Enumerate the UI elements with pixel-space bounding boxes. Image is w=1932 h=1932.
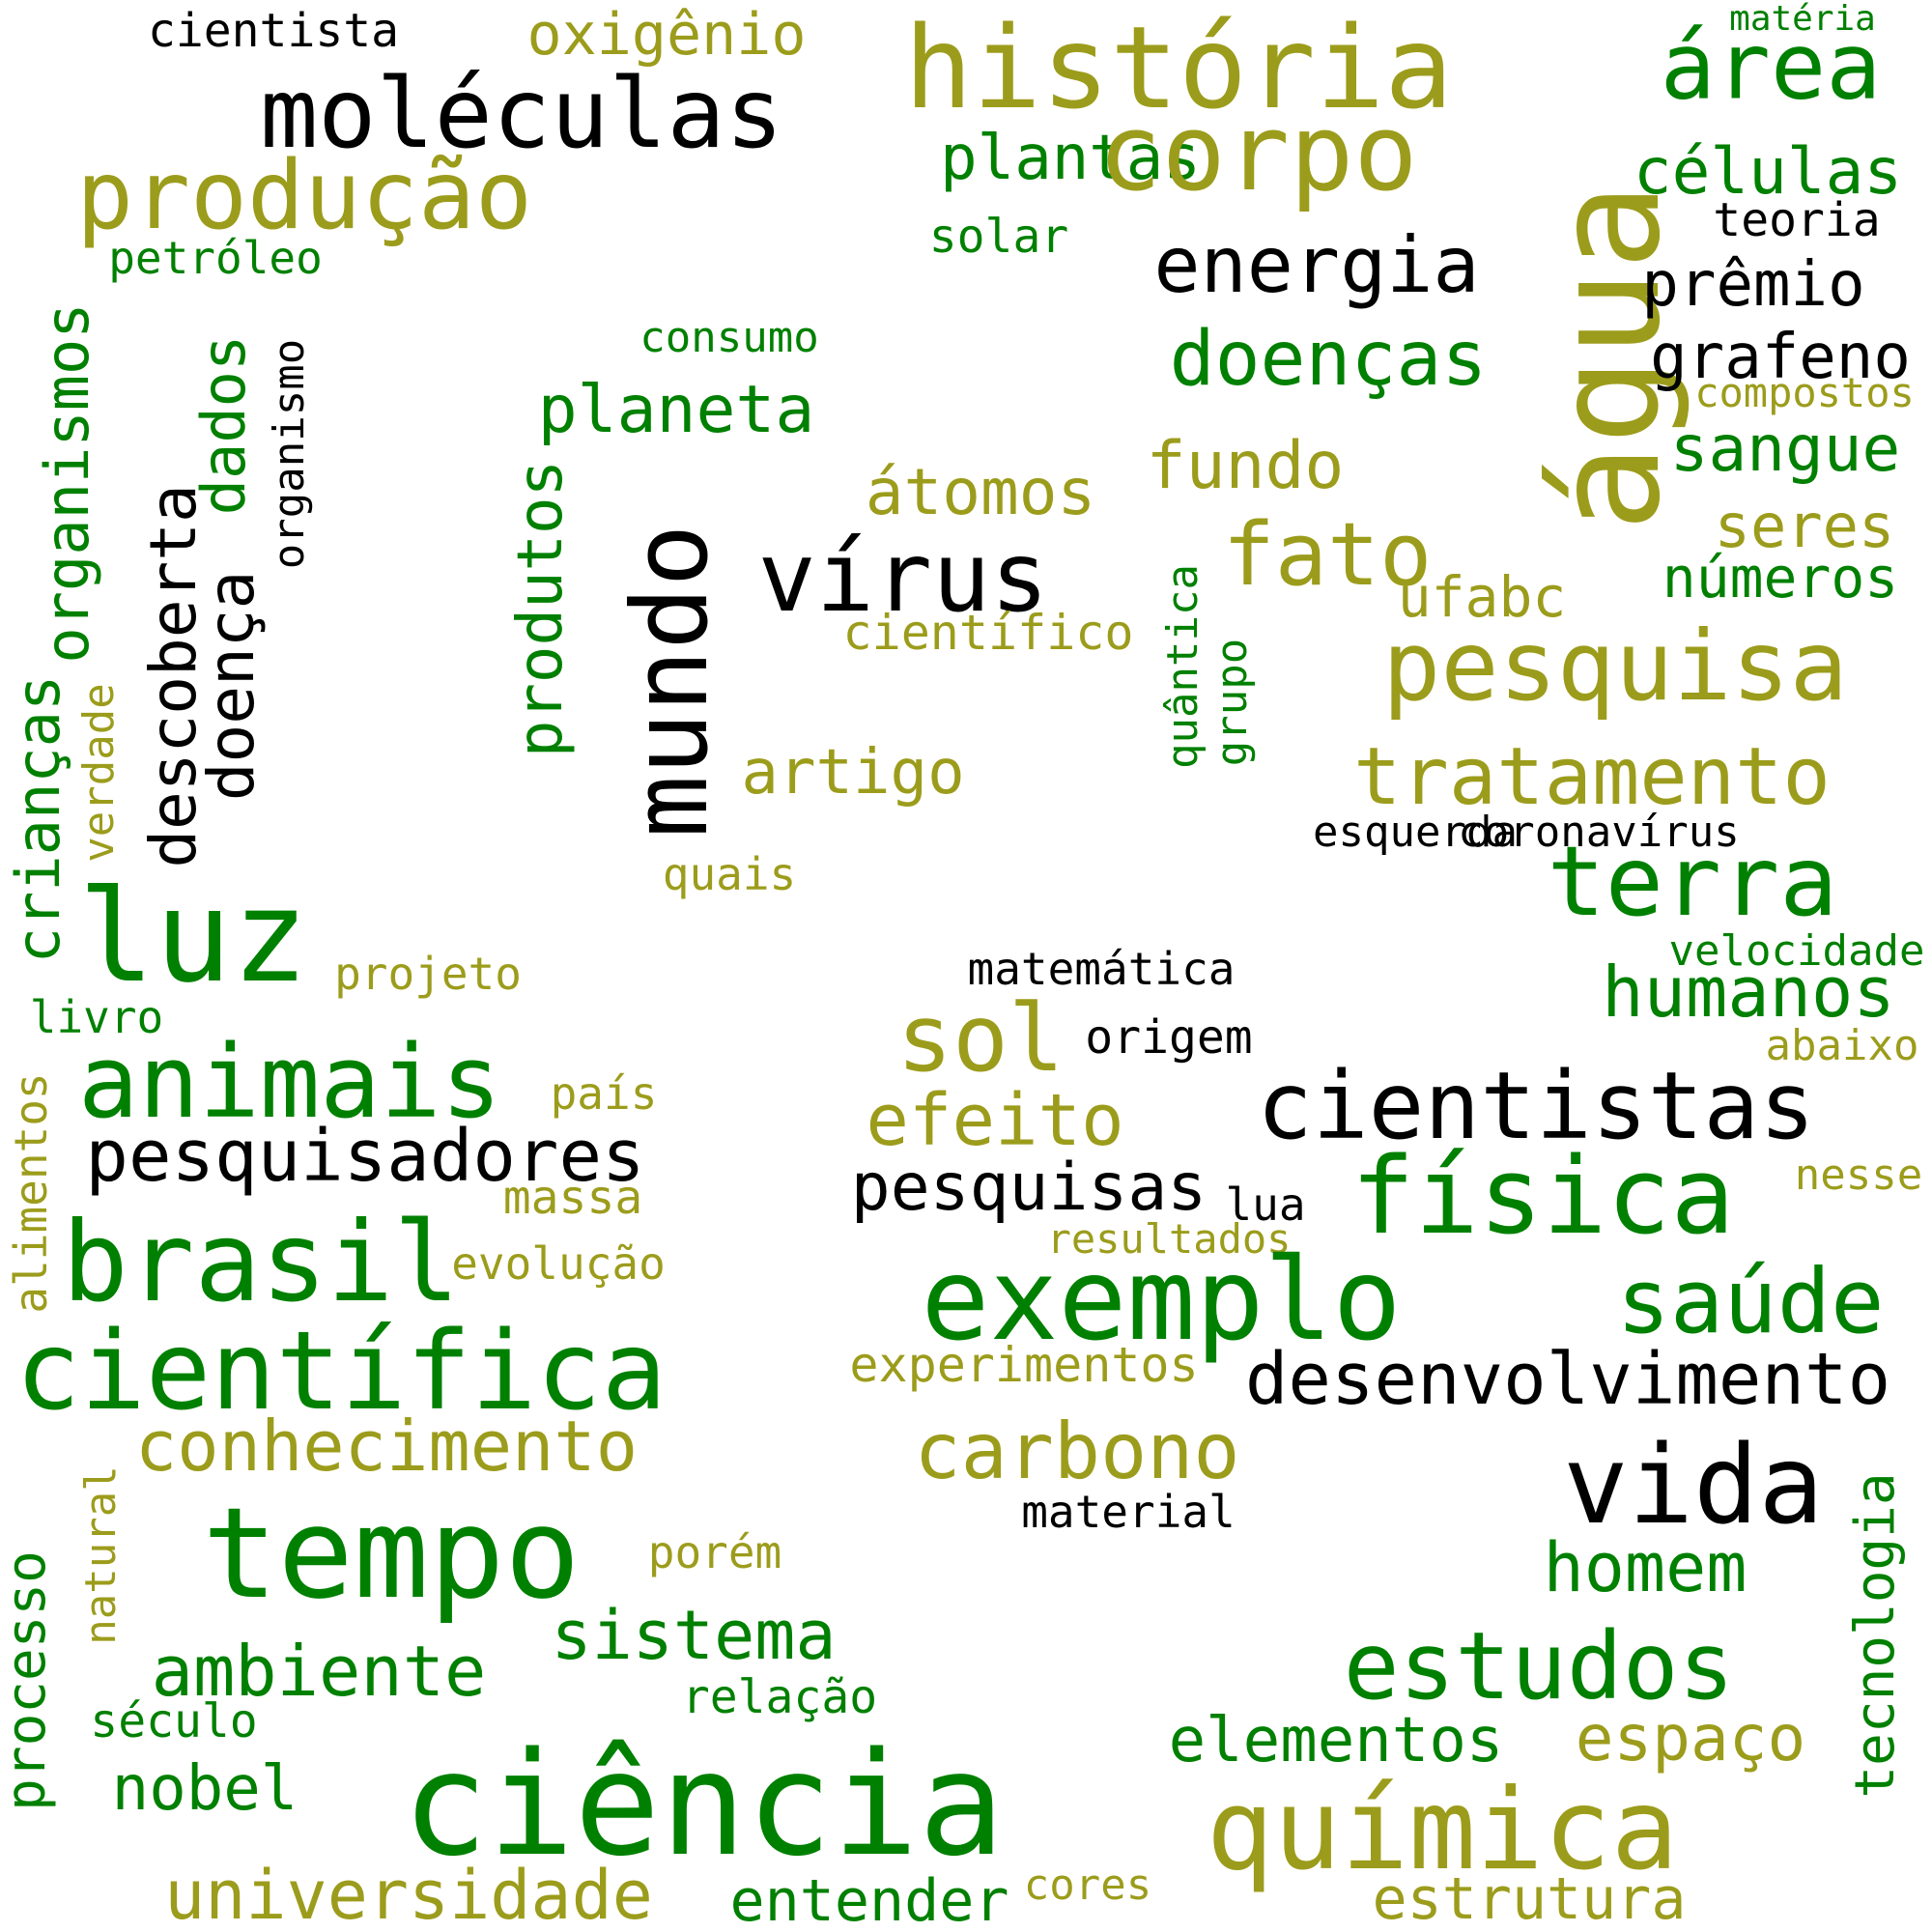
word-planeta: planeta bbox=[537, 372, 815, 448]
word-ufabc: ufabc bbox=[1397, 564, 1567, 630]
word-cientista: cientista bbox=[147, 4, 400, 58]
word-corpo: corpo bbox=[1097, 91, 1418, 214]
word-homem: homem bbox=[1543, 1528, 1747, 1607]
word-lua: lua bbox=[1225, 1179, 1306, 1231]
word-relacao: relação bbox=[681, 1670, 878, 1724]
word-pesquisadores: pesquisadores bbox=[85, 1115, 645, 1198]
word-teoria: teoria bbox=[1713, 193, 1881, 247]
word-virus: vírus bbox=[757, 521, 1049, 634]
word-doenca: doença bbox=[194, 570, 269, 802]
word-fato: fato bbox=[1222, 504, 1433, 606]
word-pesquisa: pesquisa bbox=[1382, 610, 1848, 723]
word-esquerda: esquerda bbox=[1313, 808, 1518, 857]
word-natural: natural bbox=[76, 1465, 126, 1645]
word-tratamento: tratamento bbox=[1353, 731, 1831, 823]
word-ambiente: ambiente bbox=[151, 1631, 487, 1712]
word-celulas: células bbox=[1633, 134, 1903, 209]
word-nesse: nesse bbox=[1794, 1151, 1923, 1200]
word-historia: história bbox=[903, 1, 1454, 134]
word-humanos: humanos bbox=[1602, 952, 1895, 1033]
word-oxigenio: oxigênio bbox=[526, 1, 807, 69]
word-carbono: carbono bbox=[914, 1406, 1240, 1496]
word-solar: solar bbox=[928, 210, 1069, 264]
word-seculo: século bbox=[90, 1694, 258, 1748]
word-sangue: sangue bbox=[1669, 412, 1901, 486]
word-numeros: números bbox=[1662, 545, 1899, 611]
word-moleculas: moléculas bbox=[260, 57, 783, 170]
word-seres: seres bbox=[1714, 491, 1895, 561]
word-desenvolvimento: desenvolvimento bbox=[1244, 1338, 1891, 1421]
word-nobel: nobel bbox=[111, 1753, 298, 1825]
word-grafeno: grafeno bbox=[1650, 322, 1911, 393]
word-luz: luz bbox=[77, 863, 309, 1011]
word-ciencia: ciência bbox=[402, 1721, 1005, 1888]
word-compostos: compostos bbox=[1694, 369, 1915, 416]
word-animais: animais bbox=[77, 1023, 502, 1141]
word-estrutura: estrutura bbox=[1372, 1865, 1687, 1932]
word-petroleo: petróleo bbox=[108, 232, 323, 284]
word-brasil: brasil bbox=[62, 1198, 460, 1326]
word-origem: origem bbox=[1085, 1010, 1253, 1065]
word-fundo: fundo bbox=[1146, 428, 1345, 504]
word-premio: prêmio bbox=[1641, 249, 1865, 321]
word-quantica: quântica bbox=[1158, 564, 1208, 769]
word-pesquisas: pesquisas bbox=[850, 1150, 1208, 1226]
word-pais: país bbox=[550, 1067, 658, 1120]
word-entender: entender bbox=[729, 1867, 1009, 1932]
word-terra: terra bbox=[1547, 825, 1838, 938]
word-velocidade: velocidade bbox=[1668, 926, 1925, 976]
word-tempo: tempo bbox=[202, 1480, 581, 1627]
word-verdade: verdade bbox=[74, 683, 124, 863]
word-abaixo: abaixo bbox=[1765, 1021, 1919, 1070]
word-energia: energia bbox=[1153, 220, 1480, 310]
word-cientistas: cientistas bbox=[1257, 1052, 1815, 1160]
word-quais: quais bbox=[662, 848, 797, 900]
word-plantas: plantas bbox=[940, 123, 1201, 194]
word-evolucao: evolução bbox=[451, 1237, 666, 1290]
word-criancas: crianças bbox=[3, 674, 73, 964]
word-area: área bbox=[1660, 14, 1882, 121]
word-porem: porém bbox=[647, 1526, 782, 1578]
word-quimica: química bbox=[1206, 1765, 1679, 1895]
word-elementos: elementos bbox=[1168, 1705, 1504, 1776]
word-materia: matéria bbox=[1729, 0, 1876, 39]
word-efeito: efeito bbox=[866, 1079, 1124, 1162]
word-artigo: artigo bbox=[741, 737, 965, 809]
word-consumo: consumo bbox=[639, 313, 819, 362]
word-exemplo: exemplo bbox=[921, 1233, 1402, 1366]
word-massa: massa bbox=[502, 1171, 643, 1225]
word-projeto: projeto bbox=[334, 948, 522, 1000]
word-livro: livro bbox=[29, 991, 164, 1043]
word-mundo: mundo bbox=[611, 524, 731, 838]
word-grupo: grupo bbox=[1208, 638, 1257, 767]
word-espaco: espaço bbox=[1575, 1701, 1806, 1776]
word-resultados: resultados bbox=[1046, 1215, 1292, 1263]
word-fisica: física bbox=[1350, 1134, 1735, 1258]
word-cientifico: científico bbox=[842, 605, 1134, 661]
word-material: material bbox=[1021, 1486, 1236, 1538]
word-tecnologia: tecnologia bbox=[1844, 1472, 1907, 1799]
word-conhecimento: conhecimento bbox=[134, 1406, 639, 1487]
word-organismos: organismos bbox=[32, 302, 102, 664]
word-universidade: universidade bbox=[164, 1856, 653, 1932]
word-doencas: doenças bbox=[1169, 316, 1488, 403]
word-saude: saúde bbox=[1616, 1250, 1885, 1353]
word-estudos: estudos bbox=[1343, 1612, 1735, 1720]
word-coronavirus: coronavírus bbox=[1458, 808, 1740, 857]
word-atomos: átomos bbox=[865, 455, 1096, 529]
word-cientifica: científica bbox=[14, 1309, 668, 1435]
word-alimentos: alimentos bbox=[5, 1072, 57, 1314]
word-producao: produção bbox=[75, 141, 533, 251]
word-produtos: produtos bbox=[505, 459, 577, 758]
word-cores: cores bbox=[1023, 1861, 1152, 1910]
word-sol: sol bbox=[896, 984, 1065, 1093]
word-matematica: matemática bbox=[967, 943, 1236, 995]
word-processo: processo bbox=[0, 1550, 58, 1811]
word-experimentos: experimentos bbox=[849, 1337, 1199, 1393]
word-vida: vida bbox=[1563, 1423, 1824, 1548]
word-organismo: organismo bbox=[265, 338, 314, 570]
word-sistema: sistema bbox=[551, 1596, 837, 1675]
